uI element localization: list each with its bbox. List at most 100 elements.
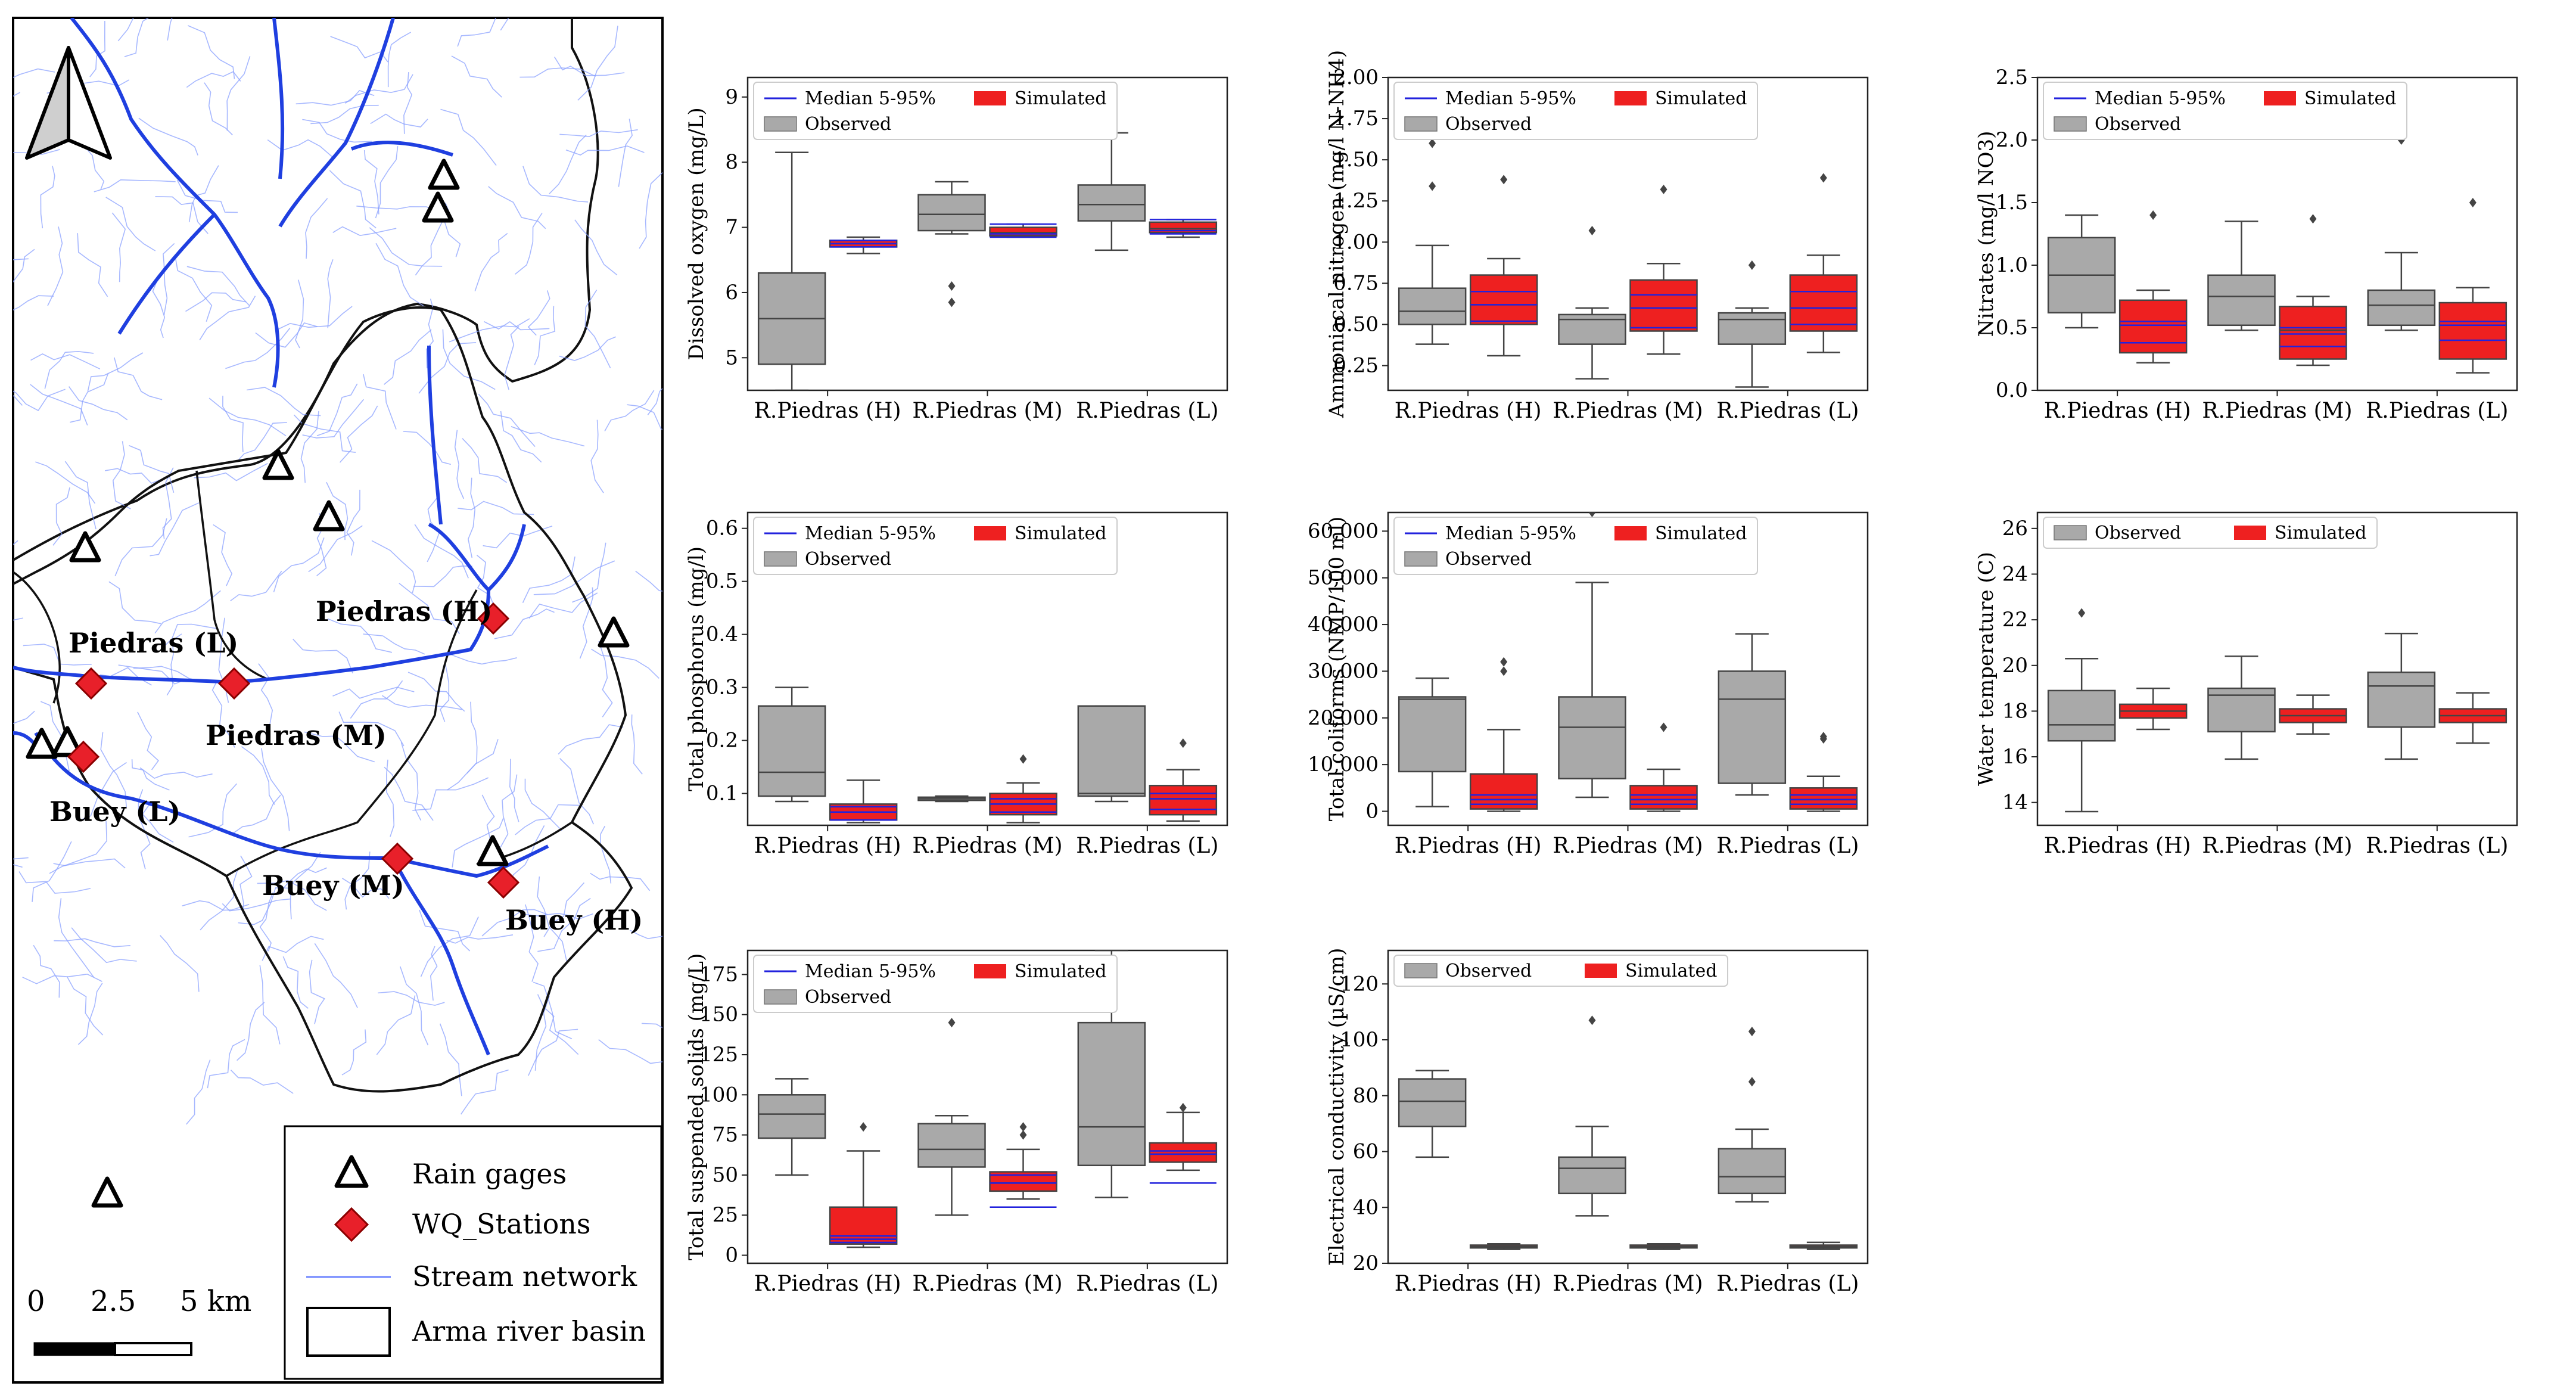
legend-observed-swatch <box>2054 525 2087 540</box>
minor-stream <box>124 18 150 57</box>
observed-box <box>757 151 826 390</box>
minor-stream <box>302 119 372 143</box>
y-tick-label: 60,000 <box>1308 519 1379 543</box>
minor-stream-network <box>13 18 662 1125</box>
y-tick-label: 175 <box>699 962 738 986</box>
scale-bar <box>33 1342 192 1356</box>
iqr-box <box>1077 705 1146 797</box>
minor-stream <box>584 290 611 368</box>
arma-basin-boundary <box>13 306 633 1093</box>
north-arrow-icon <box>25 46 112 160</box>
observed-box <box>2047 608 2116 813</box>
minor-stream <box>209 397 287 437</box>
iqr-box <box>2118 299 2188 354</box>
minor-stream <box>451 55 502 98</box>
legend-simulated-swatch <box>974 964 1006 978</box>
observed-box <box>1558 225 1626 380</box>
minor-stream <box>344 852 371 910</box>
minor-stream <box>54 938 130 947</box>
minor-stream <box>300 411 319 483</box>
minor-stream <box>399 583 460 635</box>
iqr-box <box>1718 670 1787 784</box>
iqr-box <box>1469 274 1538 325</box>
wq-station-marker <box>67 740 100 773</box>
legend-median: Median 5-95% <box>2095 88 2226 109</box>
minor-stream <box>186 266 250 306</box>
y-tick-label: 20,000 <box>1308 706 1379 730</box>
x-tick-label: R.Piedras (M) <box>912 399 1062 423</box>
minor-stream <box>194 462 268 481</box>
minor-stream <box>577 26 618 101</box>
minor-stream <box>378 991 445 1006</box>
minor-stream <box>384 329 432 385</box>
minor-stream <box>305 198 328 259</box>
iqr-box <box>1629 279 1698 332</box>
y-tick-label: 22 <box>2002 608 2028 632</box>
minor-stream <box>419 909 471 952</box>
observed-box <box>2207 655 2276 760</box>
legend-simulated: Simulated <box>1625 961 1717 981</box>
x-tick-label: R.Piedras (L) <box>1716 1272 1859 1296</box>
minor-stream <box>13 149 60 155</box>
y-tick-label: 14 <box>2002 791 2028 815</box>
minor-stream <box>504 326 519 390</box>
wq-station-marker <box>217 667 251 700</box>
minor-stream <box>474 232 508 291</box>
simulated-box <box>1469 1242 1538 1250</box>
simulated-box <box>829 1122 898 1248</box>
boxes-group <box>1398 138 1858 388</box>
minor-stream <box>154 590 221 634</box>
legend-simulated: Simulated <box>1655 88 1747 109</box>
minor-stream <box>32 841 72 902</box>
legend-median: Median 5-95% <box>1445 88 1576 109</box>
outlier-point <box>1748 260 1756 270</box>
minor-stream <box>257 880 327 911</box>
minor-stream <box>415 216 446 276</box>
outlier-point <box>1500 657 1508 667</box>
legend-observed-swatch <box>764 989 797 1005</box>
minor-stream <box>442 329 496 390</box>
outlier-point <box>1588 225 1596 235</box>
outlier-point <box>1660 184 1667 194</box>
rain-gage-icon <box>422 191 454 223</box>
minor-stream <box>230 570 282 602</box>
minor-stream <box>604 390 655 431</box>
simulated-box <box>2438 692 2507 744</box>
minor-stream <box>100 732 127 807</box>
minor-stream <box>316 383 358 437</box>
x-tick-label: R.Piedras (H) <box>1395 834 1542 858</box>
minor-stream <box>332 686 415 699</box>
minor-stream <box>231 794 281 835</box>
minor-stream <box>533 560 615 595</box>
iqr-box <box>2367 289 2436 327</box>
minor-stream <box>451 654 517 665</box>
minor-stream <box>400 742 422 821</box>
outlier-point <box>1019 754 1027 764</box>
minor-stream <box>213 524 233 586</box>
minor-stream <box>40 166 55 229</box>
outlier-point <box>1819 173 1827 183</box>
y-tick-label: 1.0 <box>1996 253 2028 277</box>
minor-stream <box>279 867 327 894</box>
scale-label-mid: 2.5 <box>91 1285 136 1318</box>
minor-stream <box>370 113 428 128</box>
simulated-box <box>1629 1242 1698 1250</box>
y-tick-label: 0.5 <box>706 570 738 593</box>
y-tick-label: 100 <box>1340 1028 1379 1052</box>
chart-dissolved-oxygen: 5 6 7 8 9 Dissolved oxygen (mg/L) R.Piedras (H… <box>685 76 1228 423</box>
minor-stream <box>13 710 35 724</box>
minor-stream <box>237 1002 265 1061</box>
main-river-buey <box>34 732 549 1056</box>
minor-stream <box>500 411 542 463</box>
minor-stream <box>457 18 497 47</box>
minor-stream <box>139 804 151 869</box>
minor-stream <box>440 664 450 722</box>
scale-label-end: 5 km <box>180 1285 251 1318</box>
minor-stream <box>111 212 126 282</box>
outlier-point <box>1748 1077 1756 1087</box>
minor-stream <box>66 976 104 1036</box>
iqr-box <box>829 1206 898 1245</box>
minor-stream <box>484 321 550 331</box>
y-axis-label: Total phosphorus (mg/l) <box>685 546 708 791</box>
boxes-group <box>1398 512 1858 812</box>
